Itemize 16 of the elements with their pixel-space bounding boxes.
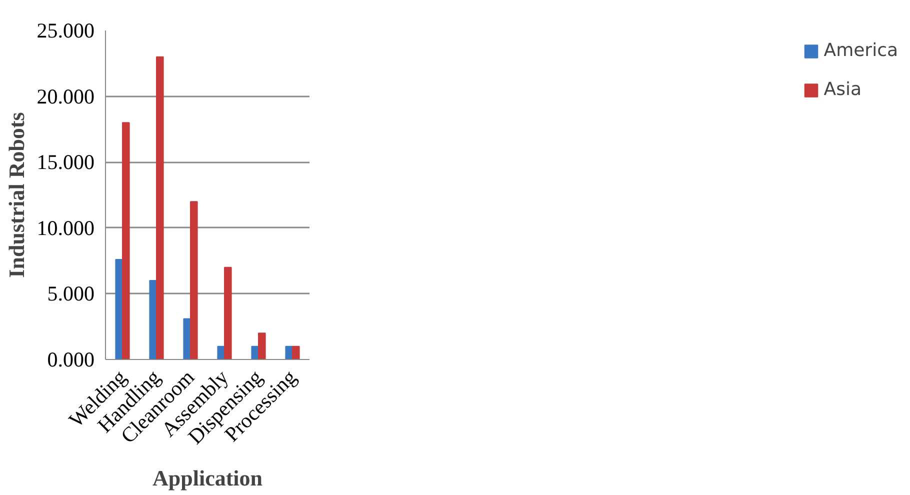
y-tick-label: 5.000: [47, 282, 94, 306]
y-tick-label: 15.000: [36, 150, 94, 174]
bar: [224, 266, 232, 360]
bar: [258, 332, 266, 360]
bar: [292, 346, 300, 360]
y-tick-label: 0.000: [47, 348, 94, 372]
y-axis-title: Industrial Robots: [4, 112, 29, 278]
y-tick-label: 20.000: [36, 84, 94, 108]
y-tick-label: 25.000: [36, 18, 94, 42]
bar: [122, 122, 130, 360]
legend-label: Asia: [824, 79, 862, 100]
y-tick-label: 10.000: [36, 216, 94, 240]
bar: [156, 56, 164, 360]
legend-label: America: [824, 40, 898, 61]
bar: [190, 201, 198, 360]
x-axis-title: Application: [152, 465, 263, 490]
